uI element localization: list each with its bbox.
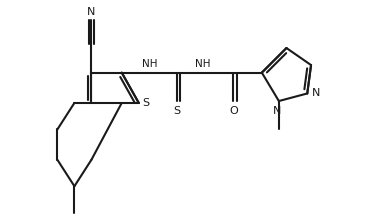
Text: S: S bbox=[143, 98, 150, 108]
Text: S: S bbox=[173, 106, 180, 116]
Text: O: O bbox=[229, 106, 238, 116]
Text: N: N bbox=[273, 106, 281, 116]
Text: N: N bbox=[312, 88, 320, 99]
Text: N: N bbox=[87, 7, 96, 17]
Text: NH: NH bbox=[143, 59, 158, 69]
Text: NH: NH bbox=[196, 59, 211, 69]
